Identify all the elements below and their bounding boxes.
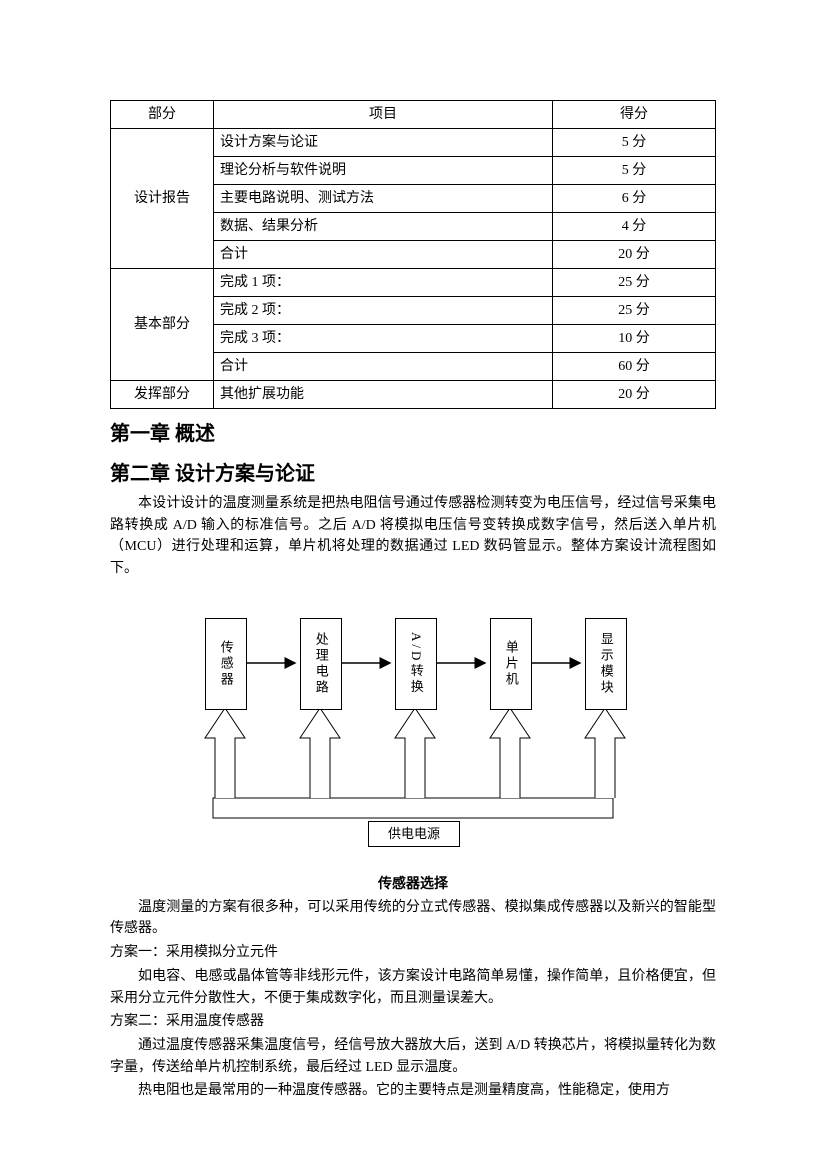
paragraph: 温度测量的方案有很多种，可以采用传统的分立式传感器、模拟集成传感器以及新兴的智能… [110, 897, 716, 940]
chapter-1-heading: 第一章 概述 [110, 419, 716, 449]
cell-score: 5 分 [553, 129, 716, 157]
cell-item: 完成 1 项： [214, 269, 553, 297]
scheme-1-title: 方案一：采用模拟分立元件 [110, 942, 716, 964]
intro-paragraph: 本设计设计的温度测量系统是把热电阻信号通过传感器检测转变为电压信号，经过信号采集… [110, 493, 716, 580]
group2-label: 基本部分 [111, 269, 214, 381]
cell-score: 60 分 [553, 353, 716, 381]
chapter-2-heading: 第二章 设计方案与论证 [110, 459, 716, 489]
table-row: 基本部分 完成 1 项： 25 分 [111, 269, 716, 297]
th-section: 部分 [111, 101, 214, 129]
group3-label: 发挥部分 [111, 381, 214, 409]
cell-score: 5 分 [553, 157, 716, 185]
cell-score: 20 分 [553, 381, 716, 409]
cell-item: 其他扩展功能 [214, 381, 553, 409]
flowchart: 传感器 处理电路 A/D转换 单片机 显示模块 供电电源 [183, 608, 643, 868]
cell-item: 完成 3 项： [214, 325, 553, 353]
cell-item: 理论分析与软件说明 [214, 157, 553, 185]
cell-item: 数据、结果分析 [214, 213, 553, 241]
th-item: 项目 [214, 101, 553, 129]
cell-score: 6 分 [553, 185, 716, 213]
flow-node-process: 处理电路 [300, 618, 342, 710]
cell-item: 合计 [214, 241, 553, 269]
cell-item: 设计方案与论证 [214, 129, 553, 157]
paragraph: 通过温度传感器采集温度信号，经信号放大器放大后，送到 A/D 转换芯片，将模拟量… [110, 1035, 716, 1078]
flow-node-mcu: 单片机 [490, 618, 532, 710]
th-score: 得分 [553, 101, 716, 129]
cell-score: 4 分 [553, 213, 716, 241]
flow-node-sensor: 传感器 [205, 618, 247, 710]
flow-node-display: 显示模块 [585, 618, 627, 710]
cell-score: 25 分 [553, 269, 716, 297]
paragraph: 热电阻也是最常用的一种温度传感器。它的主要特点是测量精度高，性能稳定，使用方 [110, 1080, 716, 1102]
paragraph: 如电容、电感或晶体管等非线形元件，该方案设计电路简单易懂，操作简单，且价格便宜，… [110, 966, 716, 1009]
cell-score: 10 分 [553, 325, 716, 353]
flow-title: 传感器选择 [110, 874, 716, 895]
cell-score: 20 分 [553, 241, 716, 269]
table-header-row: 部分 项目 得分 [111, 101, 716, 129]
cell-item: 主要电路说明、测试方法 [214, 185, 553, 213]
table-row: 设计报告 设计方案与论证 5 分 [111, 129, 716, 157]
table-row: 发挥部分 其他扩展功能 20 分 [111, 381, 716, 409]
flow-node-power: 供电电源 [368, 821, 460, 847]
cell-item: 合计 [214, 353, 553, 381]
score-table: 部分 项目 得分 设计报告 设计方案与论证 5 分 理论分析与软件说明 5 分 … [110, 100, 716, 409]
group1-label: 设计报告 [111, 129, 214, 269]
cell-score: 25 分 [553, 297, 716, 325]
flow-node-adc: A/D转换 [395, 618, 437, 710]
cell-item: 完成 2 项： [214, 297, 553, 325]
scheme-2-title: 方案二：采用温度传感器 [110, 1011, 716, 1033]
